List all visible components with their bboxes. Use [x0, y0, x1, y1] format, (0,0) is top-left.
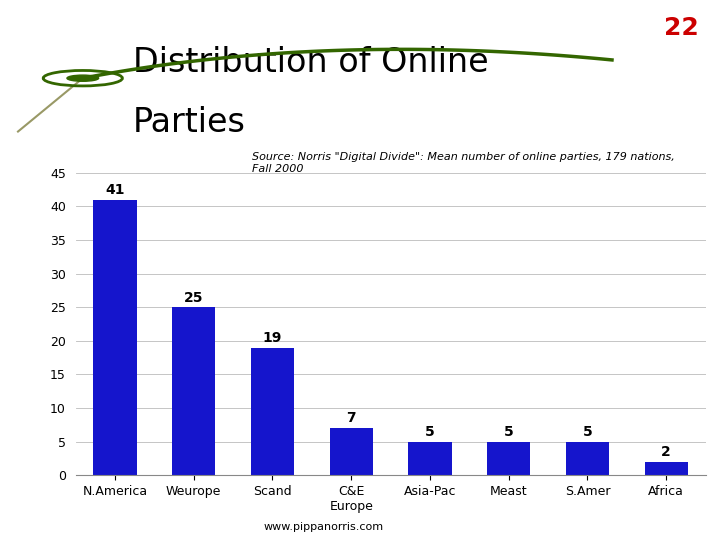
Bar	[94, 200, 137, 475]
Text: Source: Norris "Digital Divide": Mean number of online parties, 179 nations,
Fal: Source: Norris "Digital Divide": Mean nu…	[252, 152, 675, 174]
Text: 2: 2	[662, 445, 671, 459]
Text: Distribution of Online: Distribution of Online	[133, 46, 489, 79]
Text: 5: 5	[504, 425, 513, 439]
Text: 41: 41	[105, 183, 125, 197]
Bar	[408, 442, 451, 475]
Bar	[487, 442, 531, 475]
Bar	[251, 348, 294, 475]
Bar	[644, 462, 688, 475]
Text: 5: 5	[425, 425, 435, 439]
Text: 19: 19	[263, 331, 282, 345]
Text: Parties: Parties	[133, 106, 246, 139]
Text: 22: 22	[664, 16, 698, 40]
Text: 5: 5	[582, 425, 593, 439]
Text: 25: 25	[184, 291, 204, 305]
Bar	[330, 428, 373, 475]
Text: www.pippanorris.com: www.pippanorris.com	[264, 522, 384, 532]
Bar	[566, 442, 609, 475]
Text: 7: 7	[346, 411, 356, 426]
Circle shape	[67, 75, 99, 82]
Bar	[172, 307, 215, 475]
